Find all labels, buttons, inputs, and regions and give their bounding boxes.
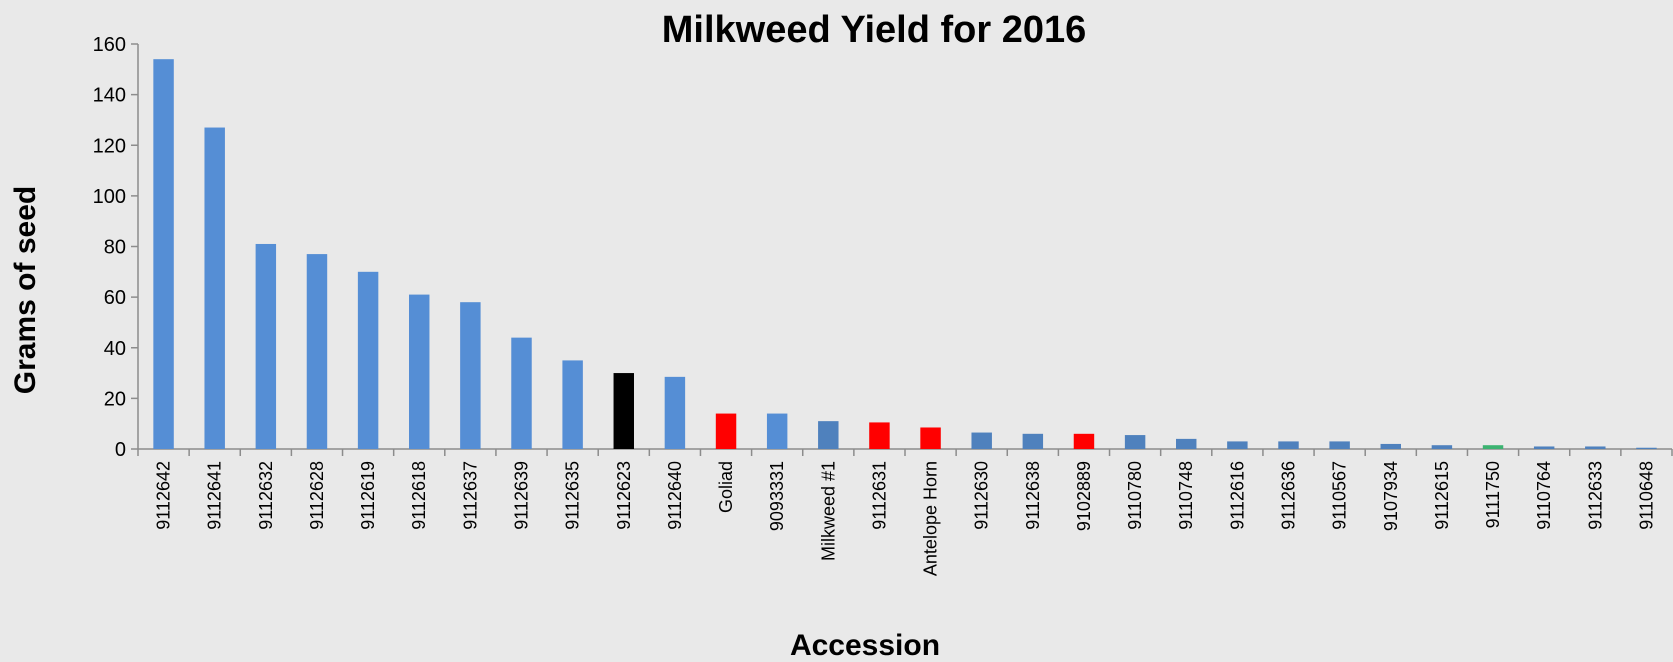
x-tick-label: 9112638 bbox=[1023, 461, 1043, 530]
bar bbox=[204, 127, 225, 449]
x-tick-label: 9112637 bbox=[460, 461, 480, 530]
bars bbox=[153, 59, 1657, 449]
bar bbox=[971, 432, 992, 449]
x-tick-label: 9112642 bbox=[154, 461, 174, 530]
bar bbox=[357, 271, 379, 449]
bar bbox=[1482, 445, 1504, 449]
bar bbox=[1636, 447, 1657, 449]
bar bbox=[1022, 433, 1044, 449]
y-tick-label: 160 bbox=[93, 34, 126, 56]
bar bbox=[869, 422, 890, 449]
x-tick-label: 9112628 bbox=[307, 461, 327, 530]
y-tick-label: 60 bbox=[104, 287, 126, 309]
x-tick-label: 9110780 bbox=[1125, 461, 1145, 530]
bar bbox=[1073, 433, 1095, 449]
bar bbox=[1585, 446, 1606, 449]
x-tick-label: 9093331 bbox=[767, 461, 787, 531]
x-tick-label: 9112636 bbox=[1279, 461, 1299, 530]
bar bbox=[1227, 441, 1248, 449]
bar bbox=[1124, 435, 1146, 449]
bar bbox=[818, 421, 839, 449]
bar bbox=[460, 302, 481, 449]
x-tick-label: 9110748 bbox=[1176, 461, 1196, 530]
bar bbox=[1380, 443, 1401, 449]
x-tick-label: 9112633 bbox=[1585, 461, 1605, 530]
y-axis-title: Grams of seed bbox=[9, 186, 42, 394]
x-tick-label: 9112640 bbox=[665, 461, 685, 530]
y-tick-label: 0 bbox=[115, 439, 126, 461]
y-axis: 0 20 40 60 80 100 120 140 160 bbox=[93, 34, 139, 461]
bar bbox=[613, 373, 634, 449]
x-tick-label: 9110764 bbox=[1534, 461, 1554, 530]
chart-title: Milkweed Yield for 2016 bbox=[662, 9, 1087, 51]
bar bbox=[511, 337, 532, 449]
y-tick-label: 120 bbox=[93, 135, 126, 157]
bar bbox=[1533, 446, 1555, 449]
x-tick-label: 9112631 bbox=[869, 461, 889, 530]
x-tick-label: 9112615 bbox=[1432, 461, 1452, 530]
y-tick-label: 40 bbox=[104, 338, 126, 360]
y-tick-label: 140 bbox=[93, 85, 126, 107]
x-tick-label: 9112619 bbox=[358, 461, 378, 530]
x-tick-label: 9112635 bbox=[563, 461, 583, 530]
x-tick-label: 9102889 bbox=[1074, 461, 1094, 531]
bar bbox=[153, 59, 174, 449]
bar bbox=[562, 360, 583, 449]
bar bbox=[715, 413, 737, 449]
x-axis: 9112642 9112641 9112632 9112628 9112619 91126… bbox=[137, 448, 1673, 576]
x-tick-label: 9112618 bbox=[409, 461, 429, 530]
x-tick-label: 9112616 bbox=[1227, 461, 1247, 530]
y-tick-label: 100 bbox=[93, 186, 126, 208]
x-tick-label: 9112623 bbox=[614, 461, 634, 530]
x-tick-label: Milkweed #1 bbox=[818, 461, 838, 561]
x-tick-label: 9112630 bbox=[972, 461, 992, 530]
bar bbox=[920, 427, 941, 449]
x-tick-label: 9110567 bbox=[1330, 461, 1350, 530]
x-tick-label: Goliad bbox=[716, 461, 736, 513]
bar bbox=[766, 413, 788, 449]
bar bbox=[1278, 441, 1299, 449]
x-tick-label: Antelope Horn bbox=[921, 461, 941, 576]
x-tick-label: 9107934 bbox=[1381, 461, 1401, 531]
bar bbox=[1329, 441, 1350, 449]
bar bbox=[306, 254, 328, 449]
x-tick-label: 9112641 bbox=[205, 461, 225, 530]
x-tick-label: 9112639 bbox=[512, 461, 532, 530]
x-tick-label: 9110648 bbox=[1636, 461, 1656, 530]
bar bbox=[664, 376, 686, 449]
x-axis-title: Accession bbox=[790, 629, 940, 662]
bar bbox=[409, 294, 430, 449]
x-tick-label: 9111750 bbox=[1483, 461, 1503, 528]
bar bbox=[1176, 438, 1197, 449]
bar bbox=[255, 243, 277, 449]
bar bbox=[1431, 445, 1453, 449]
y-tick-label: 20 bbox=[104, 388, 126, 410]
y-tick-label: 80 bbox=[104, 237, 126, 259]
x-tick-label: 9112632 bbox=[256, 461, 276, 530]
